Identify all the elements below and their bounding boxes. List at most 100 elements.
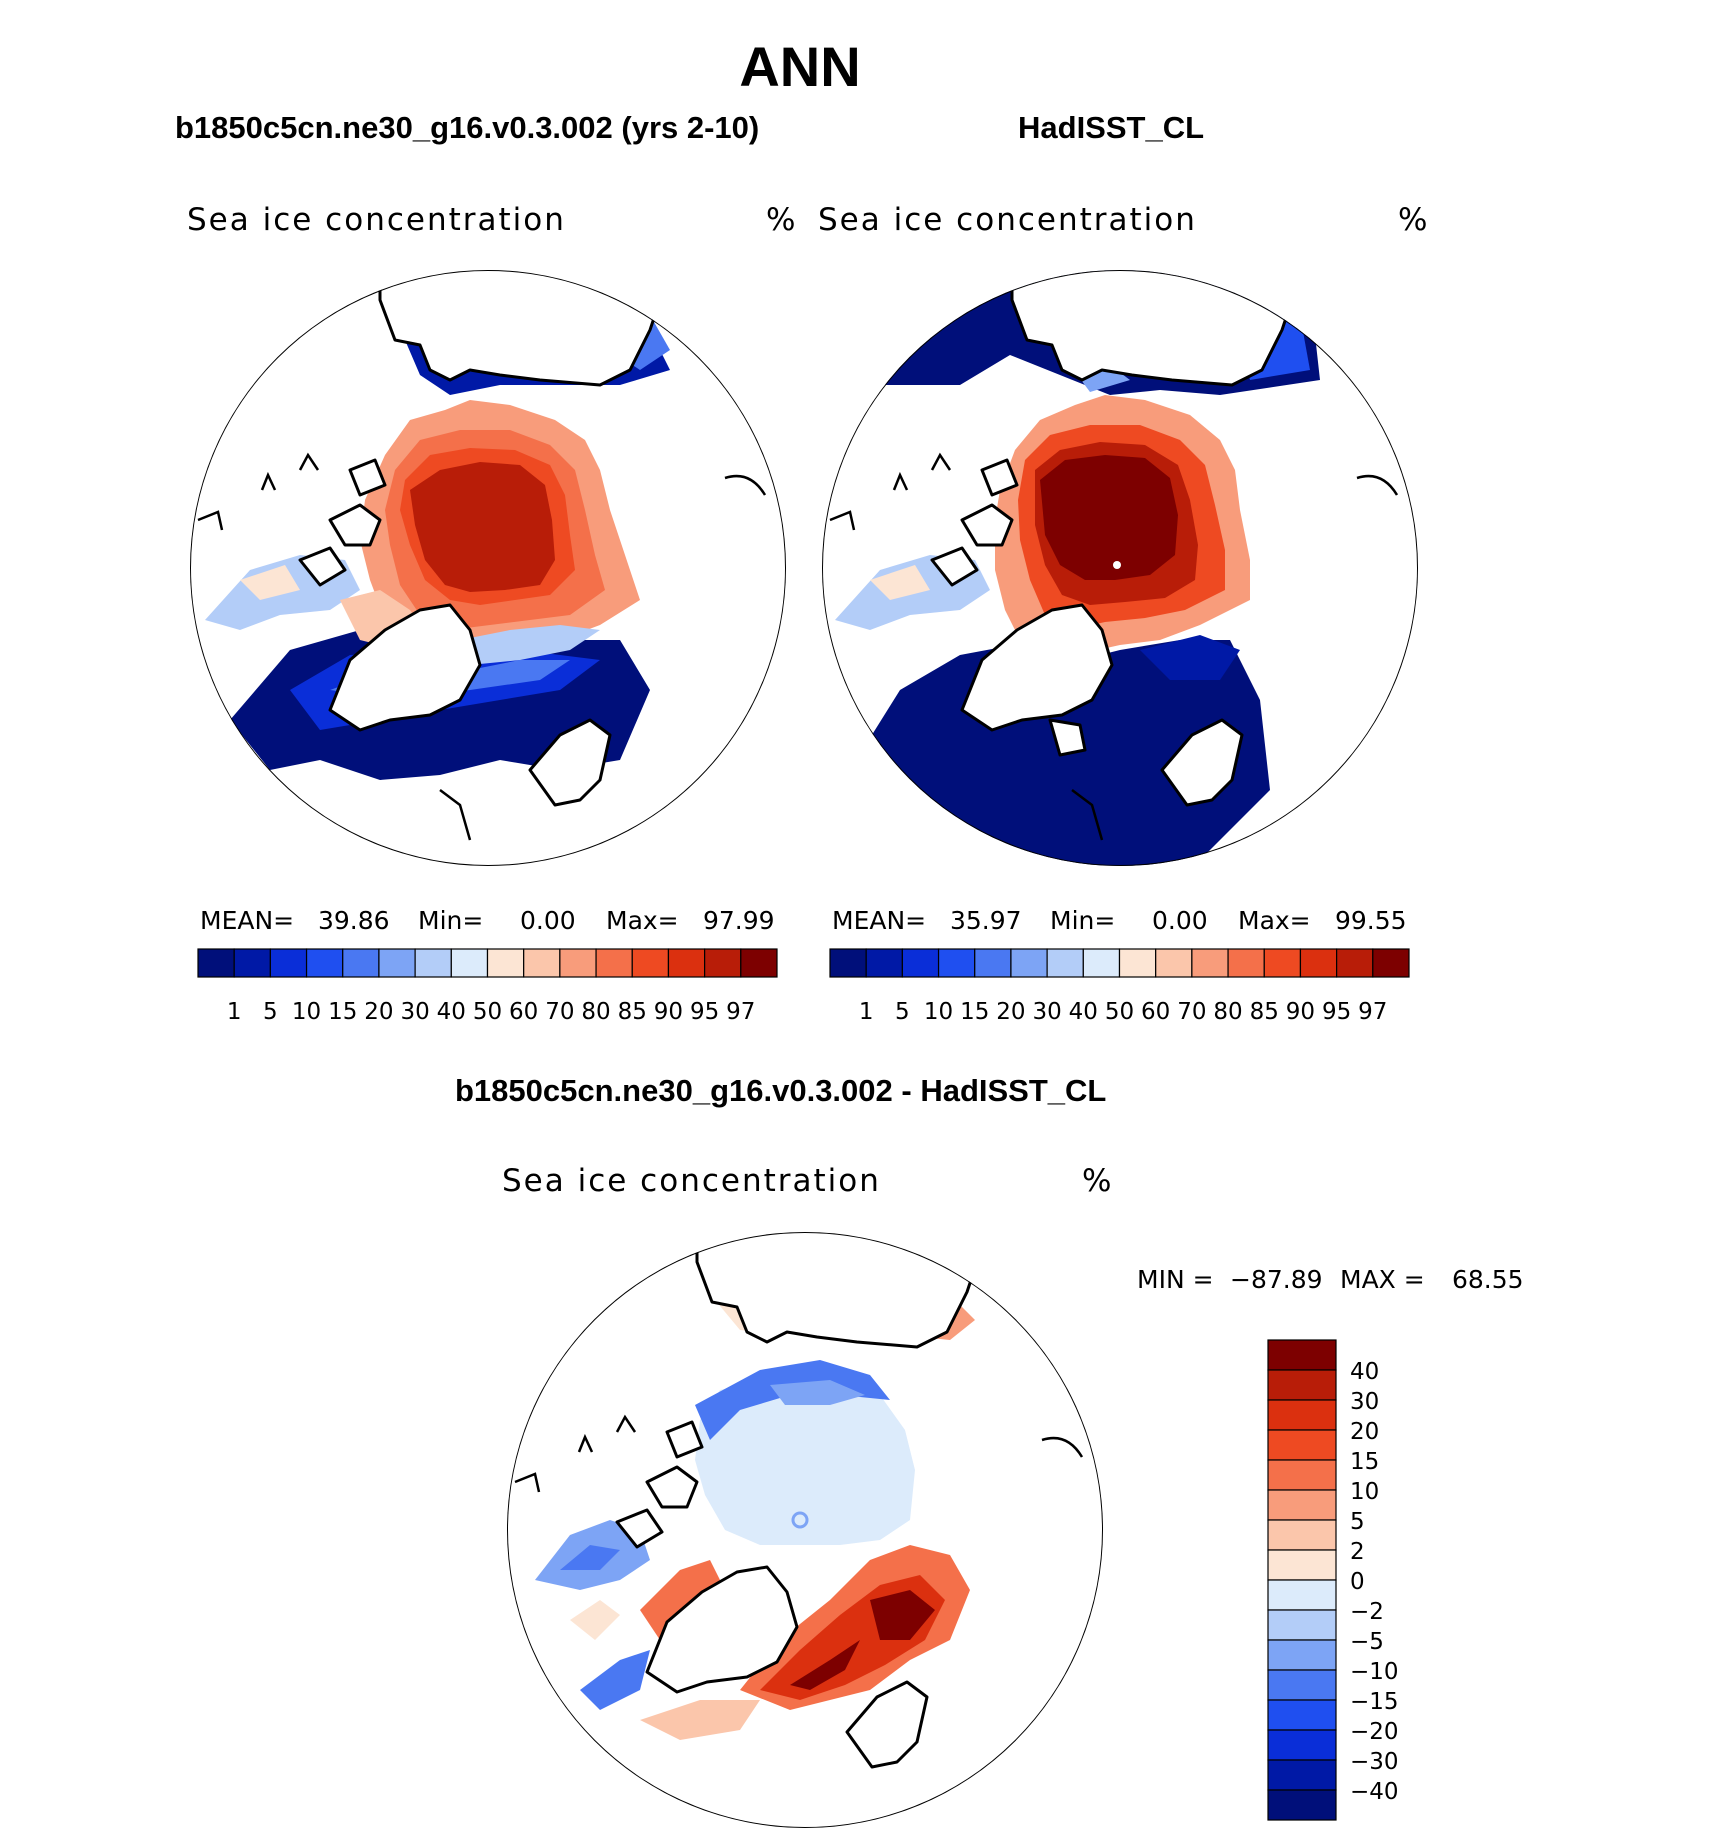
cb2-swatch bbox=[829, 948, 867, 978]
cb2-tick-label: 85 bbox=[1250, 999, 1279, 1025]
cb3-tick-label: 15 bbox=[1350, 1449, 1379, 1475]
cb3-swatch bbox=[1267, 1789, 1337, 1821]
panel-1-max-label: Max= bbox=[606, 906, 679, 935]
panel-2-units-label: % bbox=[1398, 202, 1430, 238]
cb1-swatch bbox=[197, 948, 235, 978]
map-model-sea-ice bbox=[190, 270, 786, 866]
cb2-tick-label: 60 bbox=[1141, 999, 1170, 1025]
cb1-swatch bbox=[523, 948, 561, 978]
panel-2-mean-label: MEAN= bbox=[832, 906, 927, 935]
cb2-tick-label: 97 bbox=[1358, 999, 1387, 1025]
map-obs-sea-ice bbox=[822, 270, 1418, 866]
panel-2-field-label: Sea ice concentration bbox=[818, 202, 1197, 238]
cb3-swatch bbox=[1267, 1489, 1337, 1521]
cb2-tick-label: 5 bbox=[895, 999, 910, 1025]
panel-2-mean-value: 35.97 bbox=[950, 906, 1022, 935]
cb3-swatch bbox=[1267, 1609, 1337, 1641]
cb3-tick-label: 2 bbox=[1350, 1539, 1365, 1565]
cb1-swatch bbox=[740, 948, 778, 978]
panel-1-mean-label: MEAN= bbox=[200, 906, 295, 935]
cb3-tick-label: 5 bbox=[1350, 1509, 1365, 1535]
cb3-tick-label: 20 bbox=[1350, 1419, 1379, 1445]
cb3-tick-label: −30 bbox=[1350, 1749, 1399, 1775]
cb1-tick-label: 20 bbox=[364, 999, 393, 1025]
panel-1-units-label: % bbox=[766, 202, 798, 238]
cb3-tick-label: −2 bbox=[1350, 1599, 1384, 1625]
diff-units-label: % bbox=[1082, 1163, 1114, 1199]
cb1-swatch bbox=[704, 948, 742, 978]
cb1-swatch bbox=[486, 948, 525, 978]
panel-2-max-label: Max= bbox=[1238, 906, 1311, 935]
cb2-tick-label: 15 bbox=[960, 999, 989, 1025]
cb1-swatch bbox=[378, 948, 416, 978]
cb1-swatch bbox=[233, 948, 271, 978]
cb1-tick-label: 70 bbox=[545, 999, 574, 1025]
cb2-swatch bbox=[1263, 948, 1302, 978]
cb3-swatch bbox=[1267, 1369, 1337, 1401]
diff-field-label: Sea ice concentration bbox=[502, 1163, 881, 1199]
cb2-swatch bbox=[937, 948, 976, 978]
cb3-swatch bbox=[1267, 1759, 1337, 1791]
cb3-tick-label: 30 bbox=[1350, 1389, 1379, 1415]
panel-1-field-label: Sea ice concentration bbox=[187, 202, 566, 238]
cb2-swatch bbox=[1155, 948, 1193, 978]
cb2-tick-label: 50 bbox=[1105, 999, 1134, 1025]
cb3-tick-label: 0 bbox=[1350, 1569, 1365, 1595]
panel-1-max-value: 97.99 bbox=[703, 906, 775, 935]
cb1-swatch bbox=[342, 948, 380, 978]
cb1-tick-label: 97 bbox=[726, 999, 755, 1025]
panel-2-max-value: 99.55 bbox=[1335, 906, 1407, 935]
panel-2-title: HadISST_CL bbox=[1018, 110, 1205, 145]
cb1-tick-label: 30 bbox=[400, 999, 429, 1025]
cb2-swatch bbox=[1046, 948, 1084, 978]
cb3-swatch bbox=[1267, 1639, 1337, 1671]
cb2-tick-label: 30 bbox=[1032, 999, 1061, 1025]
cb2-tick-label: 90 bbox=[1286, 999, 1315, 1025]
colorbar-panel-2: 1 5 10 15 20 30 40 50 60 70 80 85 90 95 97 bbox=[829, 948, 1410, 1025]
cb1-tick-label: 15 bbox=[328, 999, 357, 1025]
cb3-swatch bbox=[1267, 1549, 1337, 1581]
cb3-tick-label: 40 bbox=[1350, 1359, 1379, 1385]
cb1-swatch bbox=[305, 948, 344, 978]
cb1-tick-label: 60 bbox=[509, 999, 538, 1025]
cb2-swatch bbox=[1299, 948, 1338, 978]
cb3-tick-label: 10 bbox=[1350, 1479, 1379, 1505]
cb2-tick-label: 1 bbox=[859, 999, 874, 1025]
cb2-swatch bbox=[974, 948, 1012, 978]
cb2-swatch bbox=[1336, 948, 1374, 978]
cb3-swatch bbox=[1267, 1669, 1337, 1701]
cb3-tick-label: −10 bbox=[1350, 1659, 1399, 1685]
panel-1-title: b1850c5cn.ne30_g16.v0.3.002 (yrs 2-10) bbox=[175, 110, 760, 145]
cb3-swatch bbox=[1267, 1459, 1337, 1491]
cb2-swatch bbox=[901, 948, 940, 978]
cb1-swatch bbox=[631, 948, 670, 978]
cb2-tick-label: 80 bbox=[1213, 999, 1242, 1025]
cb1-tick-label: 1 bbox=[227, 999, 242, 1025]
map-difference bbox=[507, 1232, 1103, 1828]
cb2-tick-label: 70 bbox=[1177, 999, 1206, 1025]
cb1-tick-label: 80 bbox=[581, 999, 610, 1025]
diff-max-label: MAX = bbox=[1340, 1265, 1425, 1294]
cb3-tick-label: −5 bbox=[1350, 1629, 1384, 1655]
cb2-swatch bbox=[1118, 948, 1157, 978]
diff-min-value: −87.89 bbox=[1230, 1265, 1323, 1294]
cb1-swatch bbox=[414, 948, 452, 978]
cb1-tick-label: 10 bbox=[292, 999, 321, 1025]
cb2-swatch bbox=[1010, 948, 1048, 978]
cb3-swatch bbox=[1267, 1579, 1337, 1611]
diff-panel-title: b1850c5cn.ne30_g16.v0.3.002 - HadISST_CL bbox=[455, 1073, 1107, 1108]
cb1-tick-label: 95 bbox=[690, 999, 719, 1025]
panel-1-min-value: 0.00 bbox=[520, 906, 576, 935]
cb1-swatch bbox=[595, 948, 633, 978]
cb3-swatch bbox=[1267, 1399, 1337, 1431]
panel-1-mean-value: 39.86 bbox=[318, 906, 390, 935]
cb1-swatch bbox=[450, 948, 489, 978]
cb2-swatch bbox=[1372, 948, 1410, 978]
cb2-swatch bbox=[865, 948, 903, 978]
cb3-tick-label: −20 bbox=[1350, 1719, 1399, 1745]
cb3-swatch bbox=[1267, 1729, 1337, 1761]
cb2-tick-label: 95 bbox=[1322, 999, 1351, 1025]
cb3-tick-label: −40 bbox=[1350, 1779, 1399, 1805]
